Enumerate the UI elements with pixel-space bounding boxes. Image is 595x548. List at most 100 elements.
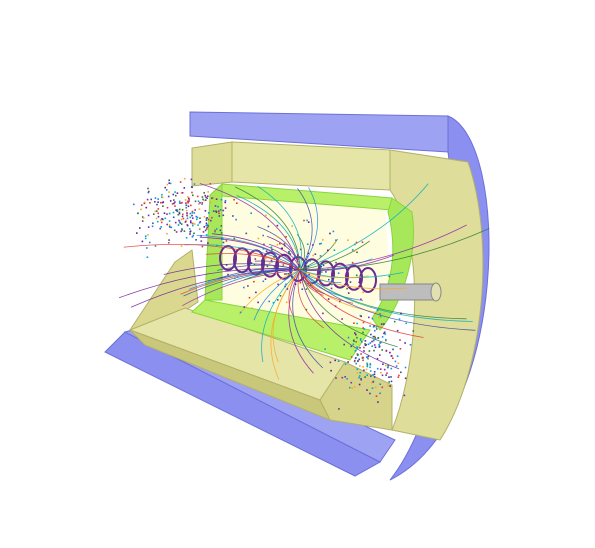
- hit-point: [335, 261, 337, 264]
- hit-point: [380, 371, 382, 374]
- hit-point: [353, 360, 356, 363]
- hit-point: [376, 328, 378, 330]
- hit-point: [308, 291, 311, 293]
- hit-point: [337, 272, 340, 274]
- hit-point: [224, 207, 227, 209]
- hit-point: [192, 194, 194, 197]
- hit-point: [404, 377, 407, 380]
- hit-point: [369, 370, 372, 372]
- particle-track: [299, 269, 476, 331]
- particle-track: [288, 269, 314, 374]
- hit-point: [387, 364, 389, 367]
- beam-pipe: [379, 282, 442, 302]
- hit-point: [329, 232, 331, 235]
- hit-point: [375, 395, 378, 397]
- hit-point: [185, 219, 187, 222]
- hit-point: [207, 191, 209, 193]
- helix-coil: [331, 262, 349, 289]
- hit-point: [180, 218, 183, 221]
- hit-point: [320, 242, 322, 245]
- hit-point: [156, 203, 158, 206]
- calorimeter-top-main: [231, 141, 391, 191]
- particle-track: [299, 240, 370, 271]
- hit-point: [166, 183, 169, 186]
- hit-point: [169, 200, 172, 202]
- hit-point: [218, 215, 221, 217]
- hit-point: [196, 218, 198, 221]
- hit-point: [333, 242, 336, 245]
- hit-point: [273, 257, 275, 260]
- hit-point: [381, 374, 384, 377]
- hit-point: [366, 374, 368, 376]
- hit-point: [361, 356, 364, 359]
- hit-point: [307, 252, 310, 255]
- hit-point: [358, 383, 361, 386]
- hit-point: [194, 200, 197, 203]
- hit-point: [346, 378, 348, 380]
- hit-point: [207, 242, 209, 244]
- hit-point: [188, 199, 190, 201]
- hit-point: [254, 258, 257, 260]
- hit-point: [189, 220, 192, 222]
- hit-point: [168, 224, 171, 226]
- hit-point: [379, 392, 381, 395]
- hit-point: [355, 362, 357, 365]
- hit-point: [347, 361, 349, 363]
- hit-point: [154, 210, 157, 213]
- hit-point: [205, 224, 207, 227]
- hit-point: [168, 212, 171, 215]
- hit-point: [297, 258, 299, 260]
- hit-point: [160, 226, 162, 228]
- hit-point: [250, 262, 253, 264]
- particle-track: [123, 244, 301, 271]
- hit-point: [285, 236, 287, 238]
- hit-point: [273, 266, 276, 268]
- hit-point: [283, 273, 286, 275]
- hit-point: [264, 257, 267, 260]
- hit-point: [372, 381, 374, 383]
- particle-track: [299, 269, 400, 370]
- hit-point: [390, 367, 393, 370]
- hit-point: [377, 401, 379, 403]
- hit-point: [206, 197, 208, 199]
- hit-point: [319, 263, 322, 266]
- hit-point: [168, 226, 171, 228]
- hit-point: [152, 222, 154, 225]
- hit-point: [205, 196, 207, 199]
- hit-point: [205, 228, 208, 230]
- hit-point: [199, 221, 202, 223]
- hit-point: [224, 199, 227, 202]
- hit-point: [404, 342, 406, 344]
- hit-point: [206, 217, 208, 219]
- hit-point: [362, 327, 364, 329]
- hit-point: [332, 230, 335, 233]
- hit-point: [319, 243, 321, 245]
- hit-point: [232, 215, 234, 217]
- hit-point: [196, 195, 199, 198]
- hit-point: [178, 221, 181, 223]
- hit-point: [398, 318, 401, 320]
- hit-point: [388, 376, 390, 378]
- hit-point: [201, 201, 204, 204]
- hit-point: [189, 233, 191, 235]
- hit-point: [312, 244, 314, 246]
- particle-track: [188, 269, 301, 290]
- hit-point: [353, 250, 356, 252]
- hit-point: [222, 214, 225, 217]
- hit-point: [341, 318, 343, 320]
- tracker-frame-bottom: [191, 299, 371, 361]
- hit-point: [178, 219, 180, 222]
- hit-point: [374, 386, 377, 389]
- hit-point: [234, 277, 236, 280]
- hit-point: [165, 189, 168, 191]
- hit-point: [261, 259, 263, 262]
- hit-point: [358, 375, 361, 377]
- hit-point: [379, 383, 381, 385]
- hit-point: [253, 263, 256, 266]
- hit-point: [166, 213, 168, 215]
- hit-point: [364, 376, 366, 378]
- hit-point: [163, 212, 166, 214]
- hit-point: [187, 205, 190, 208]
- hit-point: [353, 340, 355, 342]
- hit-point: [214, 205, 217, 207]
